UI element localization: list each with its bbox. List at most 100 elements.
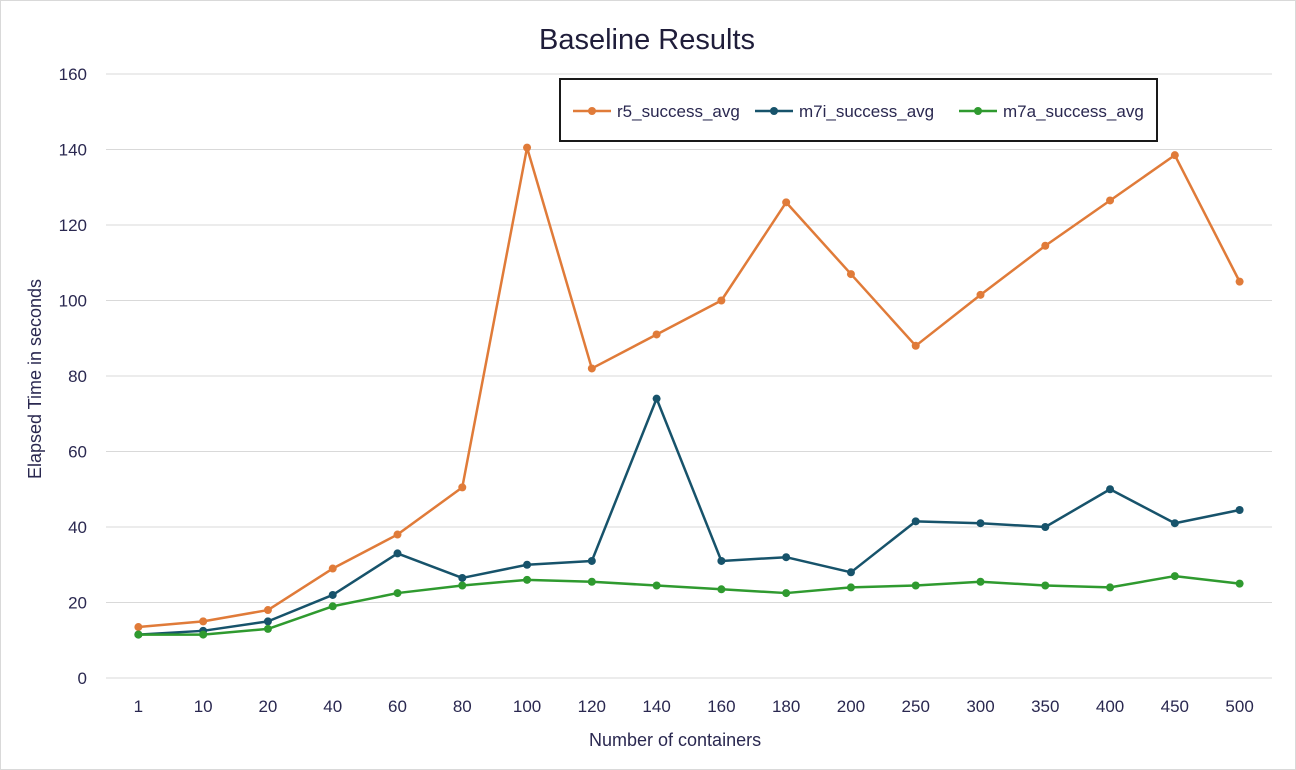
x-tick-label: 120 — [578, 697, 606, 716]
data-point — [976, 577, 985, 586]
data-point — [134, 623, 143, 632]
x-tick-label: 1 — [134, 697, 143, 716]
data-point — [846, 568, 855, 577]
series-line — [138, 146, 1241, 629]
data-point — [134, 630, 143, 639]
legend-marker — [974, 107, 982, 115]
data-point — [976, 519, 985, 528]
data-point — [587, 577, 596, 586]
x-tick-label: 250 — [902, 697, 930, 716]
y-tick-label: 0 — [78, 669, 87, 688]
data-point — [263, 624, 272, 633]
legend: r5_success_avg m7i_success_avg m7a_success… — [559, 78, 1158, 142]
data-point — [717, 296, 726, 305]
series-m7a_success_avg — [134, 572, 1244, 639]
x-tick-label: 60 — [388, 697, 407, 716]
grid — [106, 73, 1272, 679]
y-tick-label: 80 — [68, 367, 87, 386]
data-point — [1170, 151, 1179, 160]
data-point — [393, 589, 402, 598]
data-point — [911, 517, 920, 526]
data-point — [587, 364, 596, 373]
x-tick-label: 10 — [194, 697, 213, 716]
data-point — [1170, 519, 1179, 528]
data-point — [458, 483, 467, 492]
data-point — [846, 583, 855, 592]
x-tick-label: 40 — [323, 697, 342, 716]
x-tick-label: 350 — [1031, 697, 1059, 716]
series-line — [138, 574, 1240, 636]
legend-label: m7a_success_avg — [1003, 102, 1144, 121]
y-tick-label: 20 — [68, 594, 87, 613]
data-point — [782, 553, 791, 562]
data-point — [1235, 506, 1244, 515]
x-tick-label: 300 — [966, 697, 994, 716]
x-tick-label: 20 — [258, 697, 277, 716]
x-tick-label: 200 — [837, 697, 865, 716]
data-point — [458, 581, 467, 590]
data-point — [846, 270, 855, 279]
y-axis-label: Elapsed Time in seconds — [25, 279, 45, 479]
data-point — [652, 330, 661, 339]
data-point — [1106, 485, 1115, 494]
data-point — [1235, 277, 1244, 286]
data-point — [782, 198, 791, 207]
data-point — [263, 606, 272, 615]
legend-box — [559, 78, 1158, 142]
data-point — [458, 573, 467, 582]
data-point — [1106, 196, 1115, 205]
data-point — [199, 630, 208, 639]
x-tick-label: 140 — [642, 697, 670, 716]
series-r5_success_avg — [134, 143, 1244, 632]
data-point — [393, 549, 402, 558]
data-point — [523, 575, 532, 584]
y-tick-label: 40 — [68, 518, 87, 537]
y-tick-label: 140 — [59, 141, 87, 160]
y-axis-ticks: 0 20 40 60 80 100 120 140 160 — [59, 65, 87, 688]
x-tick-label: 400 — [1096, 697, 1124, 716]
series — [134, 143, 1244, 639]
x-tick-label: 450 — [1161, 697, 1189, 716]
data-point — [911, 341, 920, 350]
legend-marker — [588, 107, 596, 115]
data-point — [782, 589, 791, 598]
data-point — [1041, 241, 1050, 250]
data-point — [1235, 579, 1244, 588]
data-point — [1041, 581, 1050, 590]
x-tick-label: 180 — [772, 697, 800, 716]
y-tick-label: 60 — [68, 443, 87, 462]
data-point — [328, 590, 337, 599]
data-point — [1106, 583, 1115, 592]
data-point — [1041, 523, 1050, 531]
x-tick-label: 500 — [1225, 697, 1253, 716]
y-tick-label: 160 — [59, 65, 87, 84]
data-point — [523, 143, 532, 152]
series-m7i_success_avg — [134, 394, 1244, 639]
data-point — [393, 530, 402, 539]
legend-marker — [770, 107, 778, 115]
data-point — [523, 560, 532, 569]
x-tick-label: 80 — [453, 697, 472, 716]
data-point — [328, 564, 337, 573]
data-point — [911, 581, 920, 590]
data-point — [717, 585, 726, 594]
data-point — [263, 617, 272, 626]
legend-label: r5_success_avg — [617, 102, 740, 121]
data-point — [976, 290, 985, 299]
data-point — [587, 556, 596, 565]
data-point — [328, 602, 337, 611]
legend-label: m7i_success_avg — [799, 102, 934, 121]
chart-title: Baseline Results — [539, 24, 755, 56]
data-point — [652, 581, 661, 590]
data-point — [1170, 572, 1179, 581]
data-point — [199, 617, 208, 626]
y-tick-label: 100 — [59, 292, 87, 311]
x-tick-label: 160 — [707, 697, 735, 716]
series-line — [138, 397, 1240, 636]
x-tick-label: 100 — [513, 697, 541, 716]
x-axis-label: Number of containers — [589, 730, 761, 750]
data-point — [717, 556, 726, 565]
data-point — [652, 394, 661, 403]
